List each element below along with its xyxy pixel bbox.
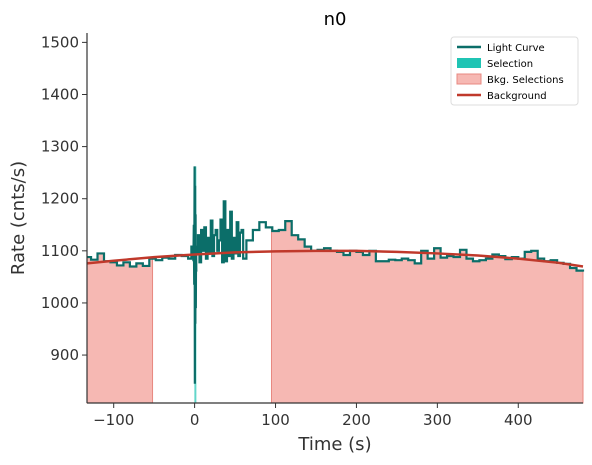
background-selection-regions xyxy=(86,220,584,404)
legend-label-3: Background xyxy=(487,91,547,102)
light-curve-line xyxy=(87,200,585,272)
x-axis-ticks: −100 0 100 200 300 400 xyxy=(93,403,533,429)
light-curve-series xyxy=(87,166,585,384)
x-tick-label: 0 xyxy=(190,411,200,429)
legend-label-1: Selection xyxy=(487,59,533,70)
y-tick-label: 1100 xyxy=(41,242,79,260)
x-axis-label: Time (s) xyxy=(297,434,371,455)
legend-swatch-1 xyxy=(457,58,481,68)
y-tick-label: 1500 xyxy=(41,33,79,51)
legend: Light Curve Selection Bkg. Selections Backg… xyxy=(450,36,579,106)
x-tick-label: 400 xyxy=(504,411,533,429)
chart-title: n0 xyxy=(324,9,347,30)
legend-label-2: Bkg. Selections xyxy=(487,75,564,86)
bkg-selection-region-0 xyxy=(86,252,154,404)
y-tick-label: 900 xyxy=(50,346,79,364)
y-axis-ticks: 900 1000 1100 1200 1300 1400 1500 xyxy=(41,33,87,364)
legend-frame xyxy=(450,36,579,106)
y-tick-label: 1400 xyxy=(41,85,79,103)
x-tick-label: −100 xyxy=(93,411,134,429)
legend-swatch-2 xyxy=(456,73,482,85)
x-tick-label: 200 xyxy=(342,411,371,429)
background-fit-line xyxy=(86,249,584,268)
x-tick-label: 300 xyxy=(423,411,452,429)
y-tick-label: 1000 xyxy=(41,294,79,312)
legend-label-0: Light Curve xyxy=(487,43,545,54)
y-axis-label: Rate (cnts/s) xyxy=(8,161,29,275)
x-tick-label: 100 xyxy=(261,411,290,429)
bkg-selection-region-1 xyxy=(270,220,584,404)
y-tick-label: 1300 xyxy=(41,138,79,156)
light-curve-trigger-spike xyxy=(192,166,198,384)
y-tick-label: 1200 xyxy=(41,190,79,208)
background-fit-series xyxy=(86,249,584,268)
